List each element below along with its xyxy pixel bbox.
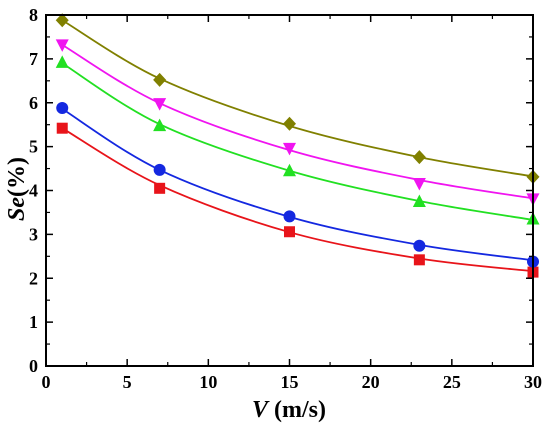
y-axis-variable: Se bbox=[4, 197, 30, 221]
data-point-diamond bbox=[55, 13, 69, 28]
x-axis-title: V (m/s) bbox=[252, 397, 326, 423]
y-tick-label: 5 bbox=[29, 137, 38, 157]
y-tick-label: 4 bbox=[29, 181, 38, 201]
data-point-triangle-up bbox=[153, 118, 167, 132]
data-point-triangle-down bbox=[412, 177, 426, 191]
data-point-square bbox=[284, 226, 295, 238]
fit-line-square bbox=[61, 127, 534, 273]
data-point-circle bbox=[283, 210, 296, 223]
x-tick-label: 25 bbox=[443, 372, 461, 392]
data-point-triangle-down bbox=[55, 39, 69, 52]
data-markers bbox=[55, 13, 540, 278]
plot-frame bbox=[45, 14, 534, 367]
x-tick-label: 10 bbox=[199, 372, 217, 392]
data-point-circle bbox=[413, 239, 426, 252]
data-point-diamond bbox=[153, 72, 167, 87]
axes bbox=[45, 14, 534, 367]
y-tick-label: 0 bbox=[29, 356, 38, 376]
data-point-circle bbox=[153, 163, 166, 176]
x-tick-label: 0 bbox=[42, 372, 51, 392]
x-tick-label: 30 bbox=[524, 372, 542, 392]
data-point-square bbox=[154, 182, 166, 194]
y-tick-label: 2 bbox=[29, 268, 38, 288]
data-point-triangle-up bbox=[55, 55, 69, 68]
data-point-diamond bbox=[283, 116, 296, 131]
x-tick-label: 20 bbox=[362, 372, 380, 392]
y-axis-unit: (%) bbox=[4, 157, 30, 197]
x-tick-label: 15 bbox=[281, 372, 299, 392]
data-point-diamond bbox=[412, 150, 426, 165]
y-tick-label: 7 bbox=[29, 49, 38, 69]
y-tick-label: 1 bbox=[29, 312, 38, 332]
fit-line-circle bbox=[61, 108, 534, 262]
x-axis-unit: (m/s) bbox=[268, 397, 326, 423]
fit-lines bbox=[61, 19, 534, 273]
data-point-square bbox=[413, 254, 425, 266]
data-point-circle bbox=[56, 102, 69, 115]
y-tick-label: 8 bbox=[29, 5, 38, 25]
y-tick-label: 3 bbox=[29, 224, 38, 244]
x-axis-variable: V bbox=[252, 397, 270, 423]
data-point-triangle-down bbox=[153, 98, 167, 111]
y-axis-title: Se(%) bbox=[4, 157, 30, 221]
x-tick-label: 5 bbox=[123, 372, 132, 392]
fit-line-triangle-up bbox=[61, 62, 534, 221]
y-tick-label: 6 bbox=[29, 93, 38, 113]
data-point-triangle-up bbox=[412, 194, 426, 207]
data-point-triangle-down bbox=[283, 142, 296, 156]
data-point-triangle-up bbox=[283, 163, 296, 177]
fit-line-triangle-down bbox=[61, 44, 534, 200]
data-point-square bbox=[56, 122, 68, 134]
ticks: 0 5 10 15 20 25 30 0 1 2 3 4 5 6 7 8 bbox=[29, 5, 542, 392]
